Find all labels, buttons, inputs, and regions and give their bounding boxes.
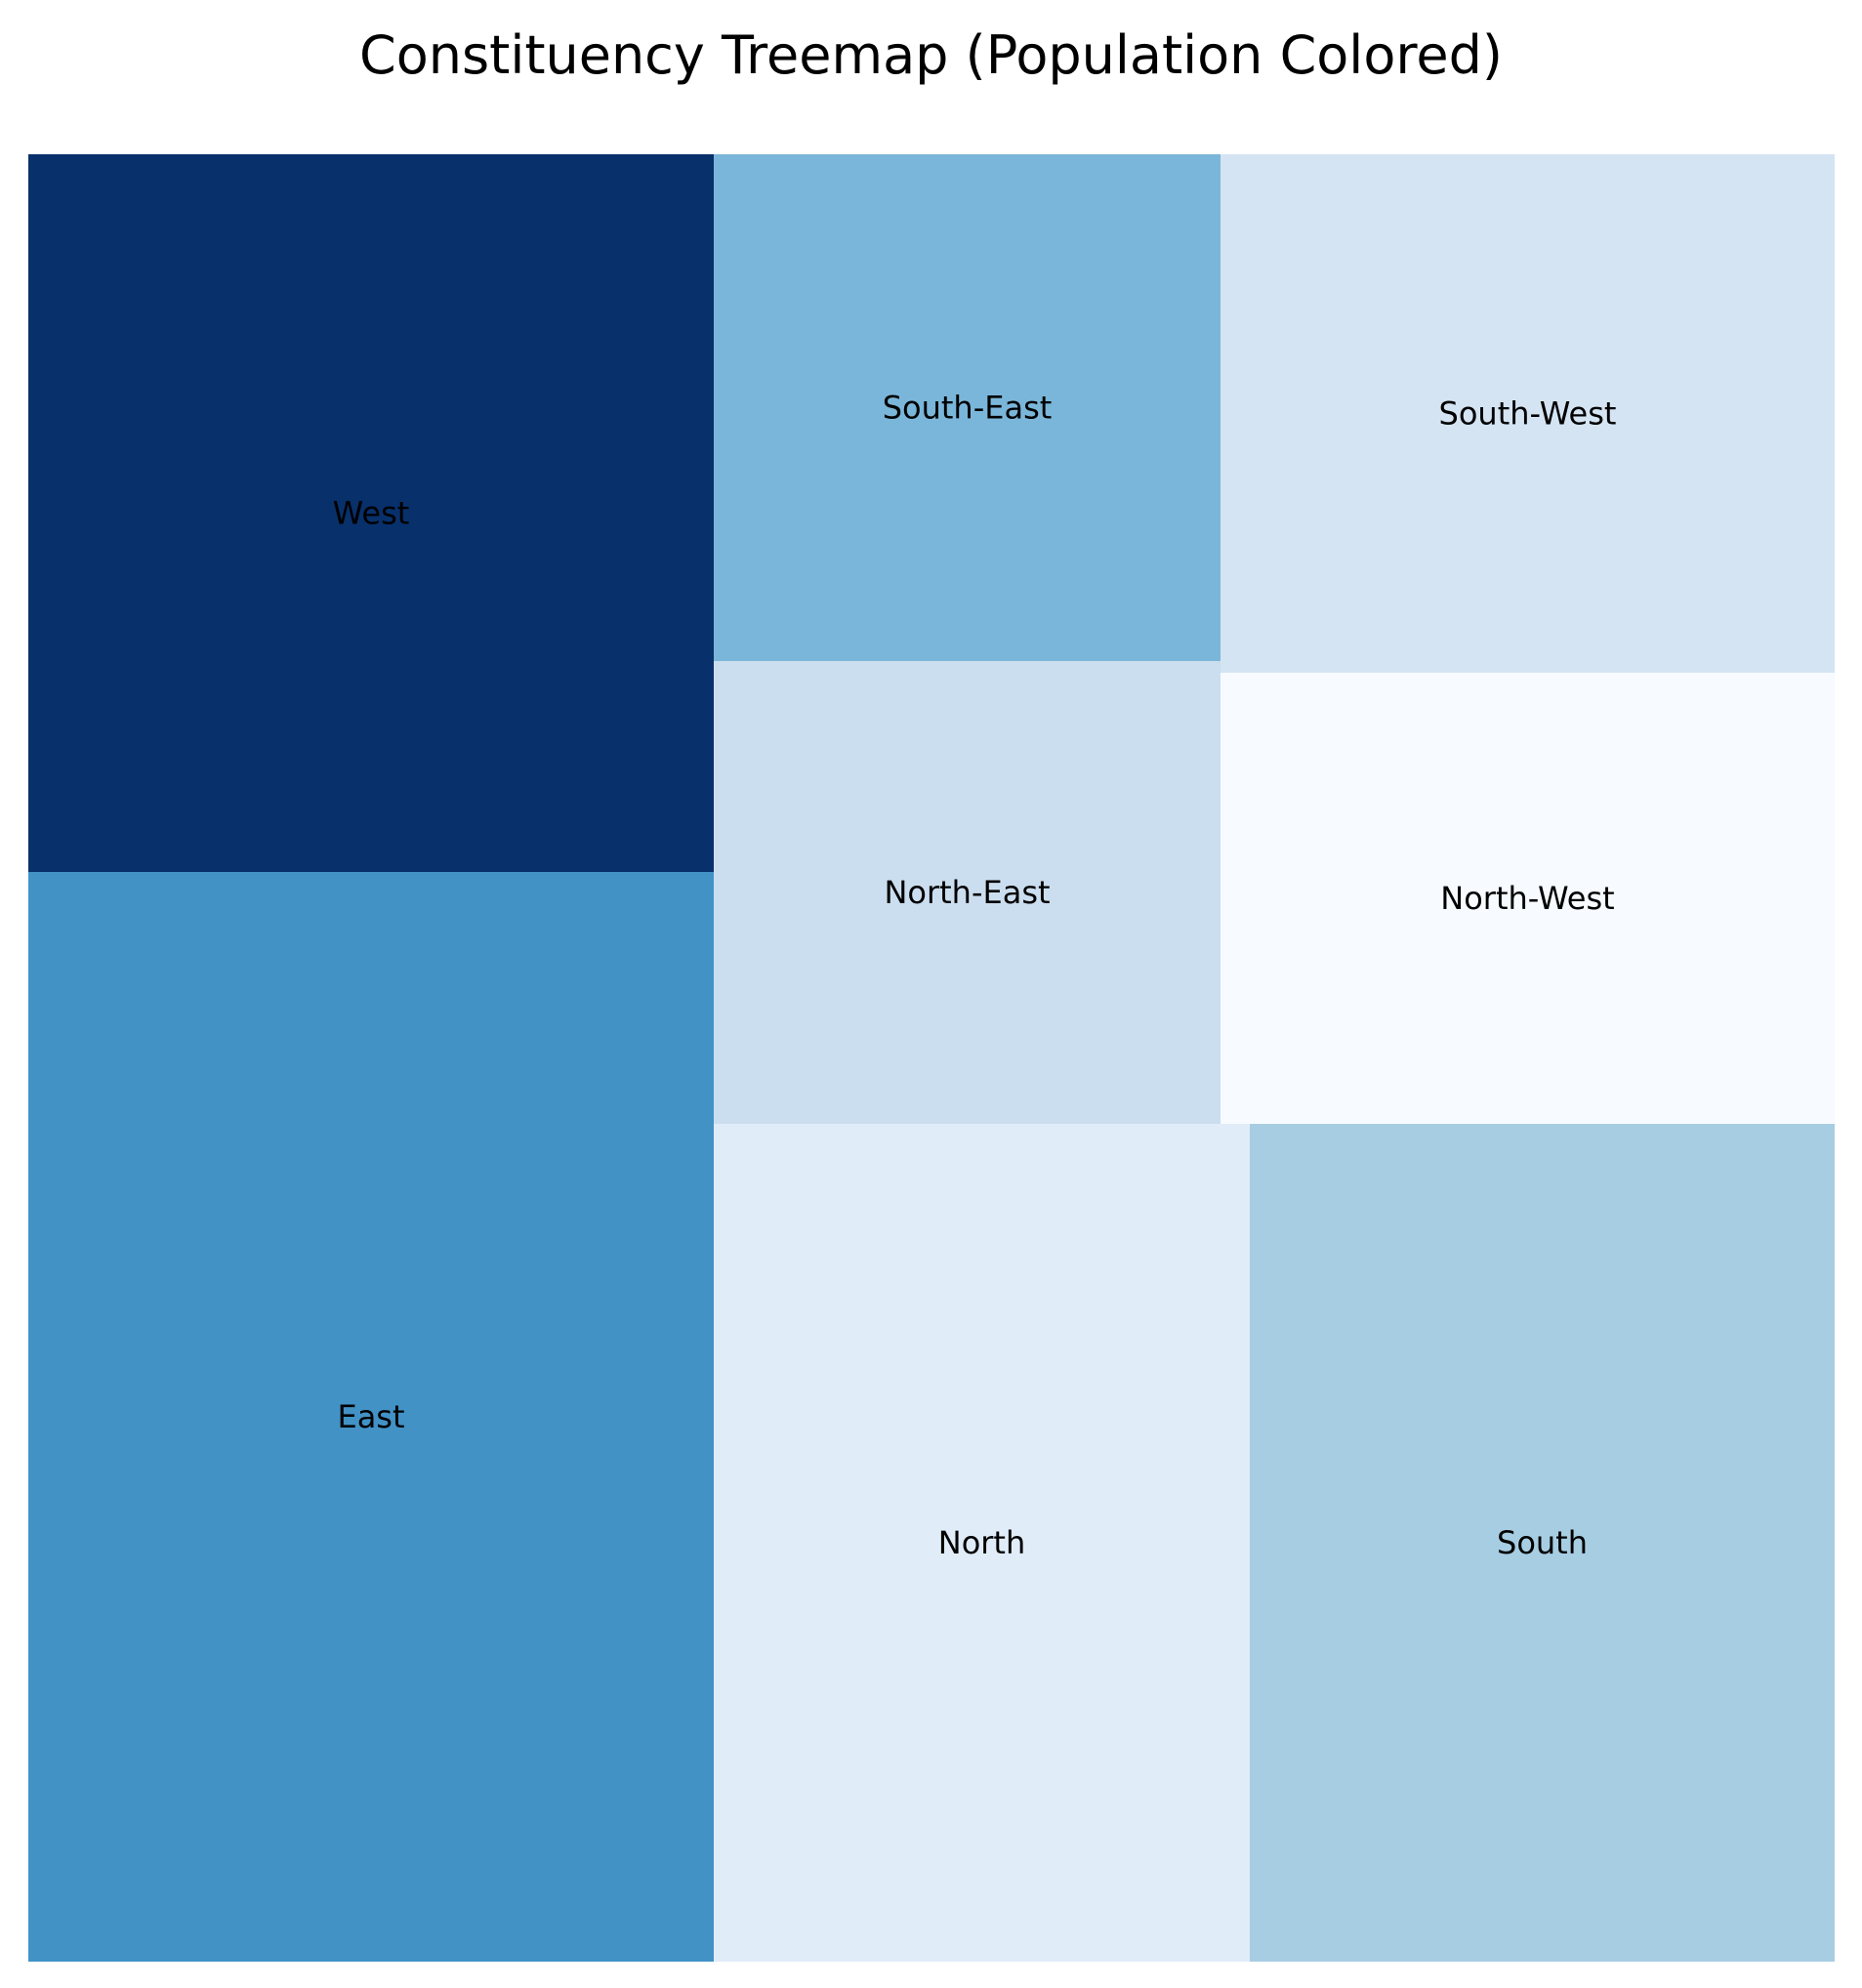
tile-label-north-east: North-East [884,874,1050,911]
tile-label-north: North [938,1524,1026,1561]
tile-rect-north [714,1124,1250,1962]
tile-north-east: North-East [714,661,1221,1124]
tile-label-east: East [337,1398,404,1435]
chart-title: Constituency Treemap (Population Colored… [359,24,1503,86]
tile-north-west: North-West [1221,673,1835,1124]
tile-west: West [28,154,714,872]
tile-label-south-east: South-East [883,390,1053,427]
tile-rect-south [1250,1124,1835,1962]
tile-south-west: South-West [1221,154,1835,673]
tile-label-north-west: North-West [1440,880,1614,917]
tile-rect-north-west [1221,673,1835,1124]
tile-rect-east [28,872,714,1962]
tile-label-south: South [1497,1524,1588,1561]
tile-rect-south-west [1221,154,1835,673]
tile-north: North [714,1124,1250,1962]
tile-label-south-west: South-West [1439,395,1617,433]
tile-rect-south-east [714,154,1221,661]
tile-label-west: West [333,495,410,532]
tile-south: South [1250,1124,1835,1962]
tile-rect-north-east [714,661,1221,1124]
tile-rect-west [28,154,714,872]
tile-south-east: South-East [714,154,1221,661]
tile-east: East [28,872,714,1962]
